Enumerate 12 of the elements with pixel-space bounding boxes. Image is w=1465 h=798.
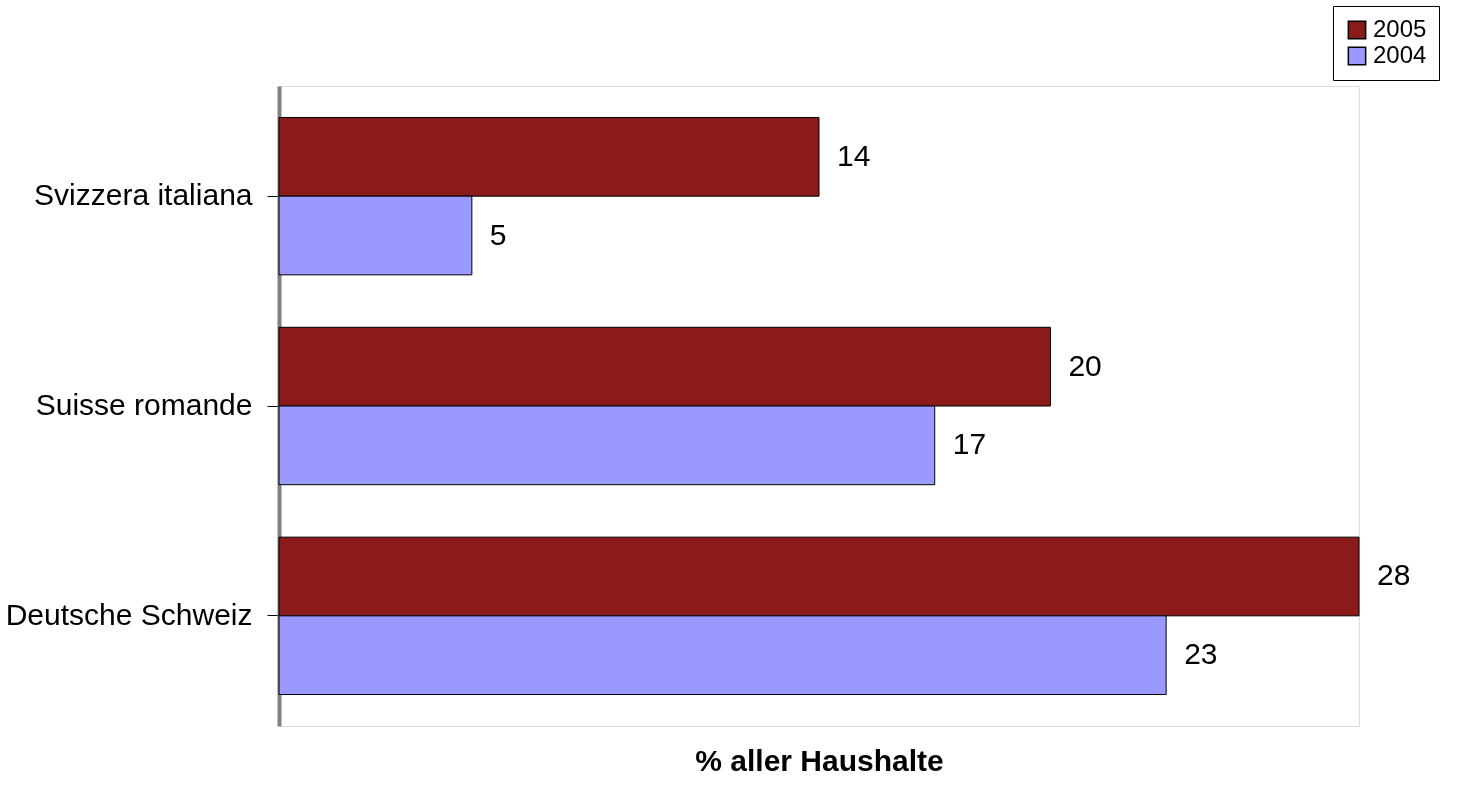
data-label: 5 <box>489 217 507 251</box>
data-label: 17 <box>952 427 987 461</box>
data-label: 14 <box>837 138 871 172</box>
y-tick-label: Deutsche Schweiz <box>5 597 253 631</box>
legend-label: 2004 <box>1373 41 1427 68</box>
data-label: 28 <box>1377 558 1411 592</box>
legend-label: 2005 <box>1373 15 1427 42</box>
data-label: 23 <box>1184 637 1218 671</box>
y-tick-label: Suisse romande <box>35 388 253 421</box>
y-tick-label: Svizzera italiana <box>34 178 253 212</box>
x-axis-title: % aller Haushalte <box>695 743 944 777</box>
data-label: 20 <box>1068 348 1102 382</box>
